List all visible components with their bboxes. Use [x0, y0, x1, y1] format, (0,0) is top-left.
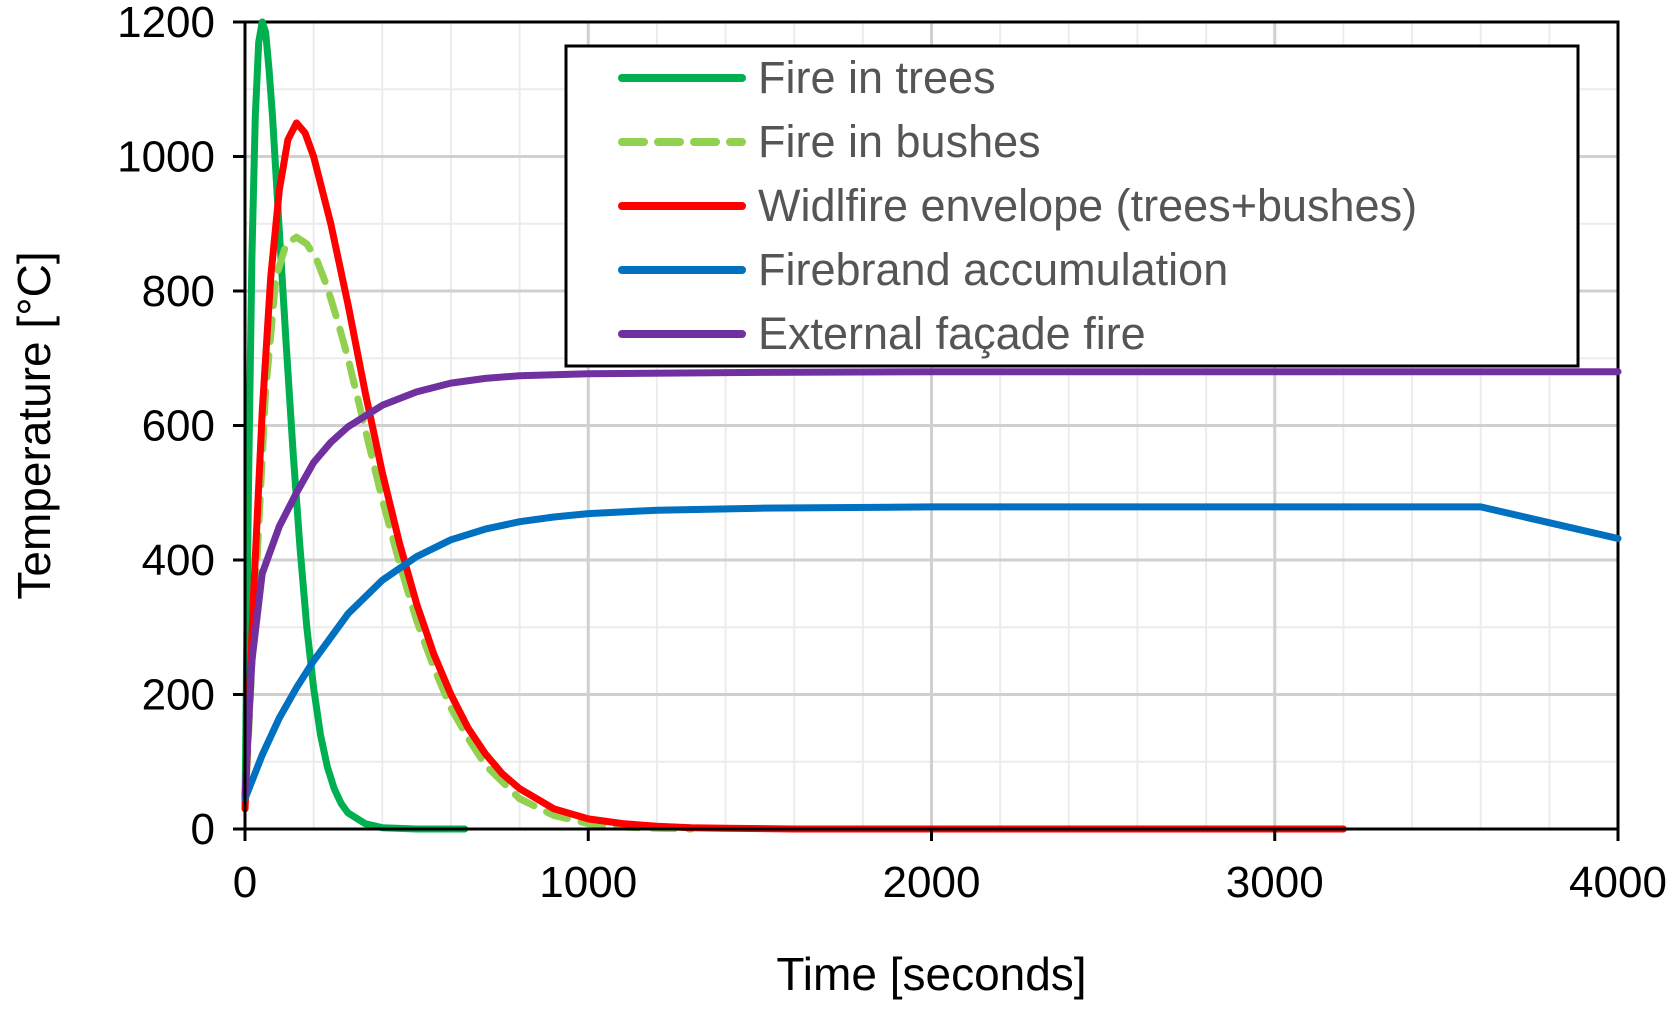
y-tick-label: 0 — [191, 805, 215, 854]
x-axis-title: Time [seconds] — [776, 948, 1086, 1000]
series-line-4 — [241, 503, 1622, 803]
x-tick-label: 1000 — [539, 858, 637, 907]
y-tick-label: 800 — [142, 267, 215, 316]
legend-label-2: Fire in bushes — [758, 116, 1041, 167]
x-tick-label: 0 — [233, 858, 257, 907]
y-tick-label: 400 — [142, 536, 215, 585]
legend-label-3: Widlfire envelope (trees+bushes) — [758, 180, 1417, 231]
y-tick-label: 1200 — [117, 0, 215, 47]
y-axis-title: Temperature [°C] — [8, 251, 60, 599]
y-tick-label: 1000 — [117, 133, 215, 182]
series-line-5 — [241, 368, 1622, 799]
x-tick-label: 3000 — [1226, 858, 1324, 907]
series-line-2 — [241, 233, 695, 833]
x-tick-label: 2000 — [883, 858, 981, 907]
x-tick-label: 4000 — [1569, 858, 1667, 907]
legend: Fire in trees Fire in bushes Widlfire enve… — [564, 44, 1580, 368]
y-tick-label: 600 — [142, 402, 215, 451]
y-tick-label: 200 — [142, 671, 215, 720]
legend-label-1: Fire in trees — [758, 52, 996, 103]
axes: 0 1000 2000 3000 4000 0 200 400 600 800 1000 1200 — [117, 0, 1667, 907]
series-line-1 — [241, 18, 469, 833]
legend-label-5: External façade fire — [758, 308, 1146, 359]
legend-label-4: Firebrand accumulation — [758, 244, 1228, 295]
